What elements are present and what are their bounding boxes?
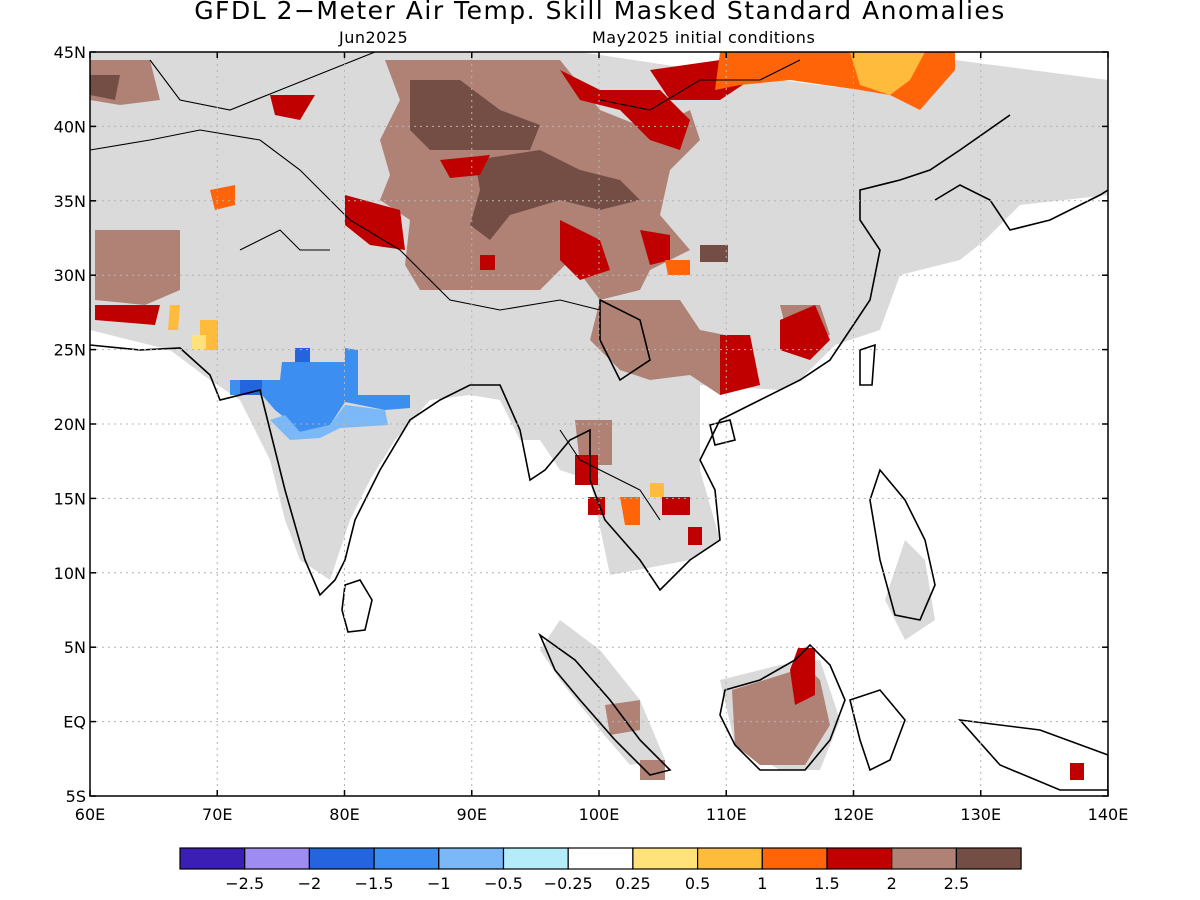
anomaly-over-2.5 xyxy=(90,75,728,262)
lon-tick-label: 70E xyxy=(202,805,232,824)
color-bar-label: −1 xyxy=(427,874,451,893)
color-bar-swatch xyxy=(179,847,246,870)
lon-tick-label: 100E xyxy=(579,805,620,824)
color-bar-swatch xyxy=(696,847,763,870)
latitude-axis: 45N 40N 35N 30N 25N 20N 15N 10N 5N EQ 5S xyxy=(54,43,1108,806)
lat-tick-label: 25N xyxy=(54,341,86,360)
color-bar-label: −1.5 xyxy=(355,874,394,893)
color-bar-label: 0.25 xyxy=(615,874,651,893)
color-bar: −2.5 −2 −1.5 −1 −0.5 −0.25 0.25 0.5 1 1.5 2 2.5 xyxy=(179,847,1022,893)
color-bar-swatch xyxy=(761,847,828,870)
color-bar-swatch xyxy=(502,847,569,870)
color-bar-label: −2.5 xyxy=(225,874,264,893)
lat-tick-label: 10N xyxy=(54,564,86,583)
valid-month-label: Jun2025 xyxy=(339,28,409,47)
initial-conditions-label: May2025 initial conditions xyxy=(592,28,816,47)
color-bar-swatch xyxy=(891,847,958,870)
anomaly-minus-1.5-to-minus-1 xyxy=(230,348,410,432)
color-bar-label: −0.25 xyxy=(544,874,593,893)
lat-tick-label: 5N xyxy=(64,638,86,657)
lon-tick-label: 90E xyxy=(457,805,487,824)
color-bar-label: 1 xyxy=(757,874,767,893)
lat-tick-label: 30N xyxy=(54,266,86,285)
color-bar-swatch xyxy=(567,847,634,870)
longitude-axis: 60E 70E 80E 90E 100E 110E 120E 130E 140E xyxy=(75,52,1129,824)
graticule xyxy=(90,52,1108,796)
lon-tick-label: 60E xyxy=(75,805,105,824)
color-bar-label: −0.5 xyxy=(484,874,523,893)
lat-tick-label: 45N xyxy=(54,43,86,62)
color-bar-label: 2 xyxy=(887,874,897,893)
color-bar-swatch xyxy=(955,847,1022,870)
lon-tick-label: 140E xyxy=(1088,805,1129,824)
color-bar-swatch xyxy=(308,847,375,870)
anomaly-0.5-to-1 xyxy=(168,52,925,497)
color-bar-label: 0.5 xyxy=(685,874,710,893)
lon-tick-label: 110E xyxy=(706,805,747,824)
lat-tick-label: 5S xyxy=(66,787,86,806)
lat-tick-label: 35N xyxy=(54,192,86,211)
color-bar-swatch xyxy=(438,847,505,870)
lon-tick-label: 80E xyxy=(329,805,359,824)
color-bar-label: −2 xyxy=(298,874,322,893)
lat-tick-label: 15N xyxy=(54,489,86,508)
color-bar-swatch xyxy=(826,847,893,870)
lon-tick-label: 120E xyxy=(833,805,874,824)
country-borders xyxy=(90,52,801,521)
color-bar-label: 2.5 xyxy=(944,874,969,893)
lat-tick-label: 40N xyxy=(54,117,86,136)
color-bar-label: 1.5 xyxy=(814,874,839,893)
color-bar-swatch xyxy=(244,847,310,870)
anomaly-0.25-to-0.5 xyxy=(192,335,206,350)
color-bar-swatch xyxy=(632,847,699,870)
lat-tick-label: 20N xyxy=(54,415,86,434)
lat-tick-label: EQ xyxy=(63,713,86,732)
map-title: GFDL 2−Meter Air Temp. Skill Masked Stan… xyxy=(194,0,1006,25)
anomaly-minus-1-to-minus-0.5 xyxy=(270,405,388,440)
color-bar-swatch xyxy=(373,847,440,870)
coastlines xyxy=(90,114,1108,791)
lon-tick-label: 130E xyxy=(960,805,1001,824)
